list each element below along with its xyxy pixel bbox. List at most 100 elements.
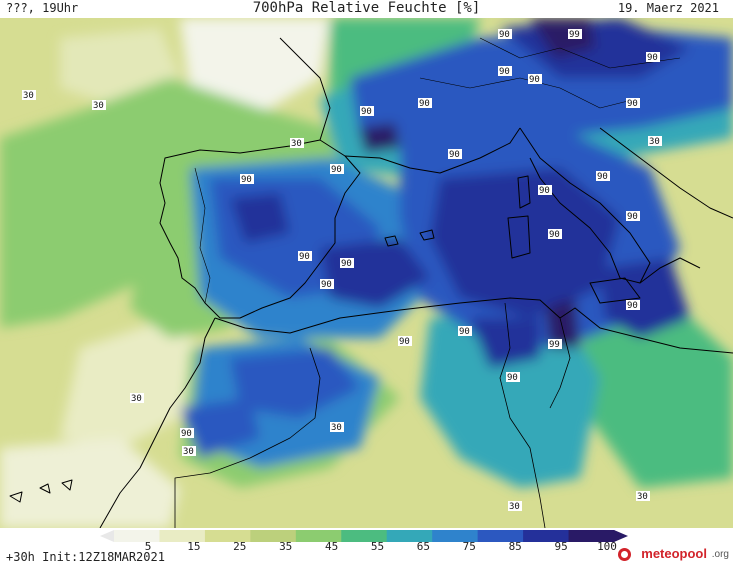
contour-label-90: 90: [320, 279, 334, 290]
footer: 5 15 25 35 45 55 65 75 85 95 100 +30h Init:12Z18MA…: [0, 528, 733, 566]
svg-text:90: 90: [529, 75, 540, 85]
svg-text:90: 90: [181, 429, 192, 439]
map-title: 700hPa Relative Feuchte [%]: [252, 0, 481, 16]
svg-text:90: 90: [241, 175, 252, 185]
contour-label-30: 30: [92, 100, 106, 111]
contour-label-99: 99: [568, 29, 582, 40]
contour-label-90: 90: [596, 171, 610, 182]
svg-text:90: 90: [597, 172, 608, 182]
legend-tick-label: 85: [508, 540, 522, 553]
legend-swatch: [250, 530, 297, 542]
contour-label-90: 90: [448, 149, 462, 160]
contour-label-90: 90: [418, 98, 432, 109]
contour-label-90: 90: [498, 29, 512, 40]
legend-arrow-right: [614, 530, 628, 542]
contour-label-99: 99: [548, 339, 562, 350]
header: ???, 19Uhr 700hPa Relative Feuchte [%] 1…: [0, 0, 733, 18]
legend-swatch: [477, 530, 524, 542]
contour-label-90: 90: [646, 52, 660, 63]
run-info: +30h Init:12Z18MAR2021: [6, 550, 165, 564]
legend-swatch: [204, 530, 251, 542]
svg-text:90: 90: [627, 99, 638, 109]
svg-text:90: 90: [627, 212, 638, 222]
valid-day-time: ???, 19Uhr: [6, 1, 79, 15]
svg-text:90: 90: [539, 186, 550, 196]
svg-text:90: 90: [499, 30, 510, 40]
svg-text:30: 30: [131, 394, 142, 404]
contour-label-30: 30: [508, 501, 522, 512]
logo-suffix: .org: [711, 549, 729, 560]
svg-text:90: 90: [419, 99, 430, 109]
svg-text:30: 30: [637, 492, 648, 502]
contour-label-90: 90: [626, 211, 640, 222]
legend-tick-label: 95: [554, 540, 568, 553]
svg-text:30: 30: [23, 91, 34, 101]
svg-text:99: 99: [569, 30, 580, 40]
svg-text:90: 90: [399, 337, 410, 347]
legend-swatch: [159, 530, 206, 542]
contour-label-90: 90: [180, 428, 194, 439]
legend-swatch: [295, 530, 342, 542]
color-legend: [100, 530, 628, 542]
contour-label-30: 30: [130, 393, 144, 404]
contour-label-90: 90: [626, 300, 640, 311]
contour-label-30: 30: [22, 90, 36, 101]
humidity-map: 30 30 30 30 30 30 30 30 30 90 90 90 90 9…: [0, 18, 733, 528]
legend-tick-label: 75: [462, 540, 476, 553]
svg-text:90: 90: [299, 252, 310, 262]
contour-labels: 30 30 30 30 30 30 30 30 30 90 90 90 90 9…: [22, 29, 662, 512]
legend-swatch: [386, 530, 433, 542]
contour-label-90: 90: [330, 164, 344, 175]
contour-label-90: 90: [298, 251, 312, 262]
contour-label-30: 30: [182, 446, 196, 457]
legend-tick-label: 100: [597, 540, 617, 553]
contour-label-90: 90: [360, 106, 374, 117]
contour-label-30: 30: [330, 422, 344, 433]
coastlines: [9, 37, 733, 528]
legend-tick-label: 35: [279, 540, 293, 553]
legend-swatch: [341, 530, 388, 542]
svg-text:90: 90: [321, 280, 332, 290]
legend-swatch: [432, 530, 479, 542]
legend-arrow-left: [100, 530, 114, 542]
legend-tick-label: 45: [324, 540, 339, 553]
contour-label-90: 90: [506, 372, 520, 383]
contour-label-30: 30: [290, 138, 304, 149]
svg-text:90: 90: [361, 107, 372, 117]
contour-label-90: 90: [538, 185, 552, 196]
contour-label-90: 90: [458, 326, 472, 337]
svg-text:90: 90: [549, 230, 560, 240]
svg-text:90: 90: [627, 301, 638, 311]
contour-label-90: 90: [398, 336, 412, 347]
meteopool-logo-icon: [618, 548, 631, 561]
svg-text:90: 90: [331, 165, 342, 175]
contour-label-90: 90: [240, 174, 254, 185]
contour-label-30: 30: [648, 136, 662, 147]
contour-label-30: 30: [636, 491, 650, 502]
logo-text: meteopool: [641, 546, 707, 561]
legend-tick-label: 55: [370, 540, 385, 553]
svg-text:90: 90: [449, 150, 460, 160]
svg-text:30: 30: [291, 139, 302, 149]
contour-label-90: 90: [528, 74, 542, 85]
legend-swatch: [114, 530, 160, 542]
legend-tick-label: 65: [416, 540, 431, 553]
valid-date: 19. Maerz 2021: [617, 1, 719, 15]
svg-text:90: 90: [499, 67, 510, 77]
contour-label-90: 90: [626, 98, 640, 109]
svg-text:90: 90: [647, 53, 658, 63]
legend-tick-label: 25: [233, 540, 247, 553]
humidity-field: [0, 18, 733, 528]
legend-swatch: [568, 530, 615, 542]
contour-label-90: 90: [498, 66, 512, 77]
legend-tick-label: 15: [187, 540, 201, 553]
svg-text:30: 30: [183, 447, 194, 457]
svg-text:99: 99: [549, 340, 560, 350]
contour-label-90: 90: [548, 229, 562, 240]
contour-label-90: 90: [340, 258, 354, 269]
svg-text:30: 30: [331, 423, 342, 433]
legend-tick-label: 5: [144, 540, 152, 553]
legend-swatch: [523, 530, 570, 542]
svg-text:30: 30: [509, 502, 520, 512]
svg-text:30: 30: [649, 137, 660, 147]
